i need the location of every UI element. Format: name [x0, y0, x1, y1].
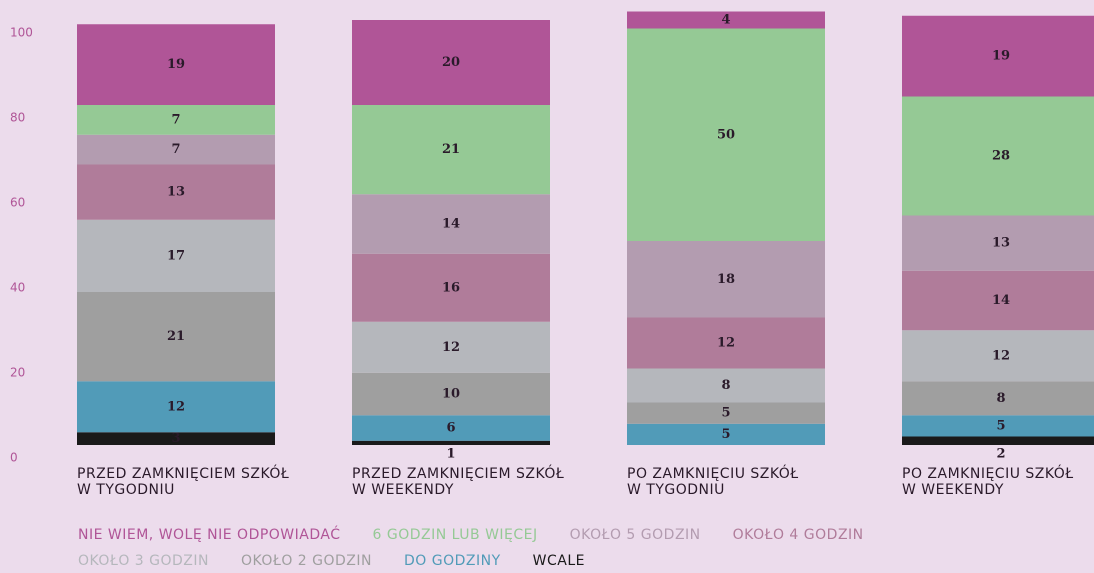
bar-segment [902, 330, 1094, 382]
y-tick-label: 80 [10, 111, 25, 125]
bar-segment [77, 164, 275, 220]
y-tick-label: 60 [10, 196, 25, 210]
value-label: 12 [442, 340, 460, 355]
bar-segment [627, 317, 825, 369]
value-label: 20 [442, 55, 460, 70]
value-label: 6 [446, 421, 455, 436]
value-label: 16 [442, 280, 460, 295]
bar-segment [77, 432, 275, 445]
bar-segment [77, 24, 275, 105]
bar-segment [627, 11, 825, 29]
legend-entry: OKOŁO 5 GODZIN [569, 527, 701, 543]
x-tick-label: PO ZAMKNIĘCIU SZKÓŁ W TYGODNIU [627, 466, 799, 498]
value-label: 50 [717, 127, 735, 142]
bar-segment [902, 15, 1094, 97]
legend-entry: WCALE [532, 553, 585, 569]
y-tick-label: 0 [10, 451, 18, 465]
value-label: 7 [171, 112, 180, 127]
value-label: 5 [721, 406, 730, 421]
value-label: 12 [167, 399, 185, 414]
x-tick-label: PRZED ZAMKNIĘCIEM SZKÓŁ W TYGODNIU [77, 466, 290, 498]
bar-segment [352, 105, 550, 195]
bar-segment [902, 96, 1094, 216]
bar-segment [352, 415, 550, 441]
value-label: 10 [442, 387, 460, 402]
value-label: 13 [167, 185, 185, 200]
bar-segment [627, 423, 825, 445]
value-label: 21 [442, 142, 460, 157]
bar-segment [902, 270, 1094, 331]
legend-entry: NIE WIEM, WOLĘ NIE ODPOWIADAĆ [78, 527, 341, 543]
legend-entry: 6 GODZIN LUB WIĘCEJ [372, 527, 538, 543]
value-label: 12 [992, 348, 1010, 363]
bar-segment [77, 105, 275, 135]
value-label: 19 [992, 49, 1010, 64]
value-label: 4 [721, 13, 730, 28]
legend-entry: OKOŁO 3 GODZIN [78, 553, 209, 569]
bar-segment [902, 381, 1094, 416]
bar-segment [77, 134, 275, 165]
bar-segment [352, 20, 550, 105]
value-label: 13 [992, 236, 1010, 251]
value-label: 19 [167, 57, 185, 72]
value-label: 14 [992, 293, 1010, 308]
bar-segment [352, 440, 550, 445]
value-label: 8 [721, 378, 730, 393]
legend-entry: OKOŁO 2 GODZIN [241, 553, 372, 569]
value-label: 3 [171, 431, 180, 446]
value-label: 5 [721, 427, 730, 442]
value-label: 28 [992, 149, 1010, 164]
bar-segment [352, 321, 550, 373]
value-label: 12 [717, 336, 735, 351]
bar-segment [77, 219, 275, 292]
bar-segment [902, 436, 1094, 445]
bar-segment [627, 402, 825, 424]
bar-segment [902, 415, 1094, 437]
value-label: 8 [996, 391, 1005, 406]
value-label: 21 [167, 329, 185, 344]
bar-segment [77, 381, 275, 433]
bar-segment [352, 194, 550, 254]
y-tick-label: 100 [10, 26, 33, 40]
y-tick-label: 40 [10, 281, 25, 295]
bar-segment [902, 215, 1094, 271]
bar-segment [627, 241, 825, 318]
legend-entry: DO GODZINY [404, 553, 501, 569]
bar-segment [77, 292, 275, 382]
value-label: 1 [446, 447, 455, 462]
legend-entry: OKOŁO 4 GODZIN [732, 527, 864, 543]
bar-segment [352, 253, 550, 322]
legend: NIE WIEM, WOLĘ NIE ODPOWIADAĆ 6 GODZIN LU… [78, 527, 963, 569]
bar-segment [352, 372, 550, 416]
y-tick-label: 20 [10, 366, 25, 380]
x-tick-label: PO ZAMKNIĘCIU SZKÓŁ W WEEKENDY [902, 466, 1074, 498]
value-label: 18 [717, 272, 735, 287]
value-label: 2 [996, 447, 1005, 462]
bar-segment [627, 28, 825, 241]
value-label: 7 [171, 142, 180, 157]
value-label: 14 [442, 217, 460, 232]
x-tick-label: PRZED ZAMKNIĘCIEM SZKÓŁ W WEEKENDY [352, 466, 565, 498]
value-label: 17 [167, 248, 185, 263]
bar-segment [627, 368, 825, 403]
value-label: 5 [996, 418, 1005, 433]
